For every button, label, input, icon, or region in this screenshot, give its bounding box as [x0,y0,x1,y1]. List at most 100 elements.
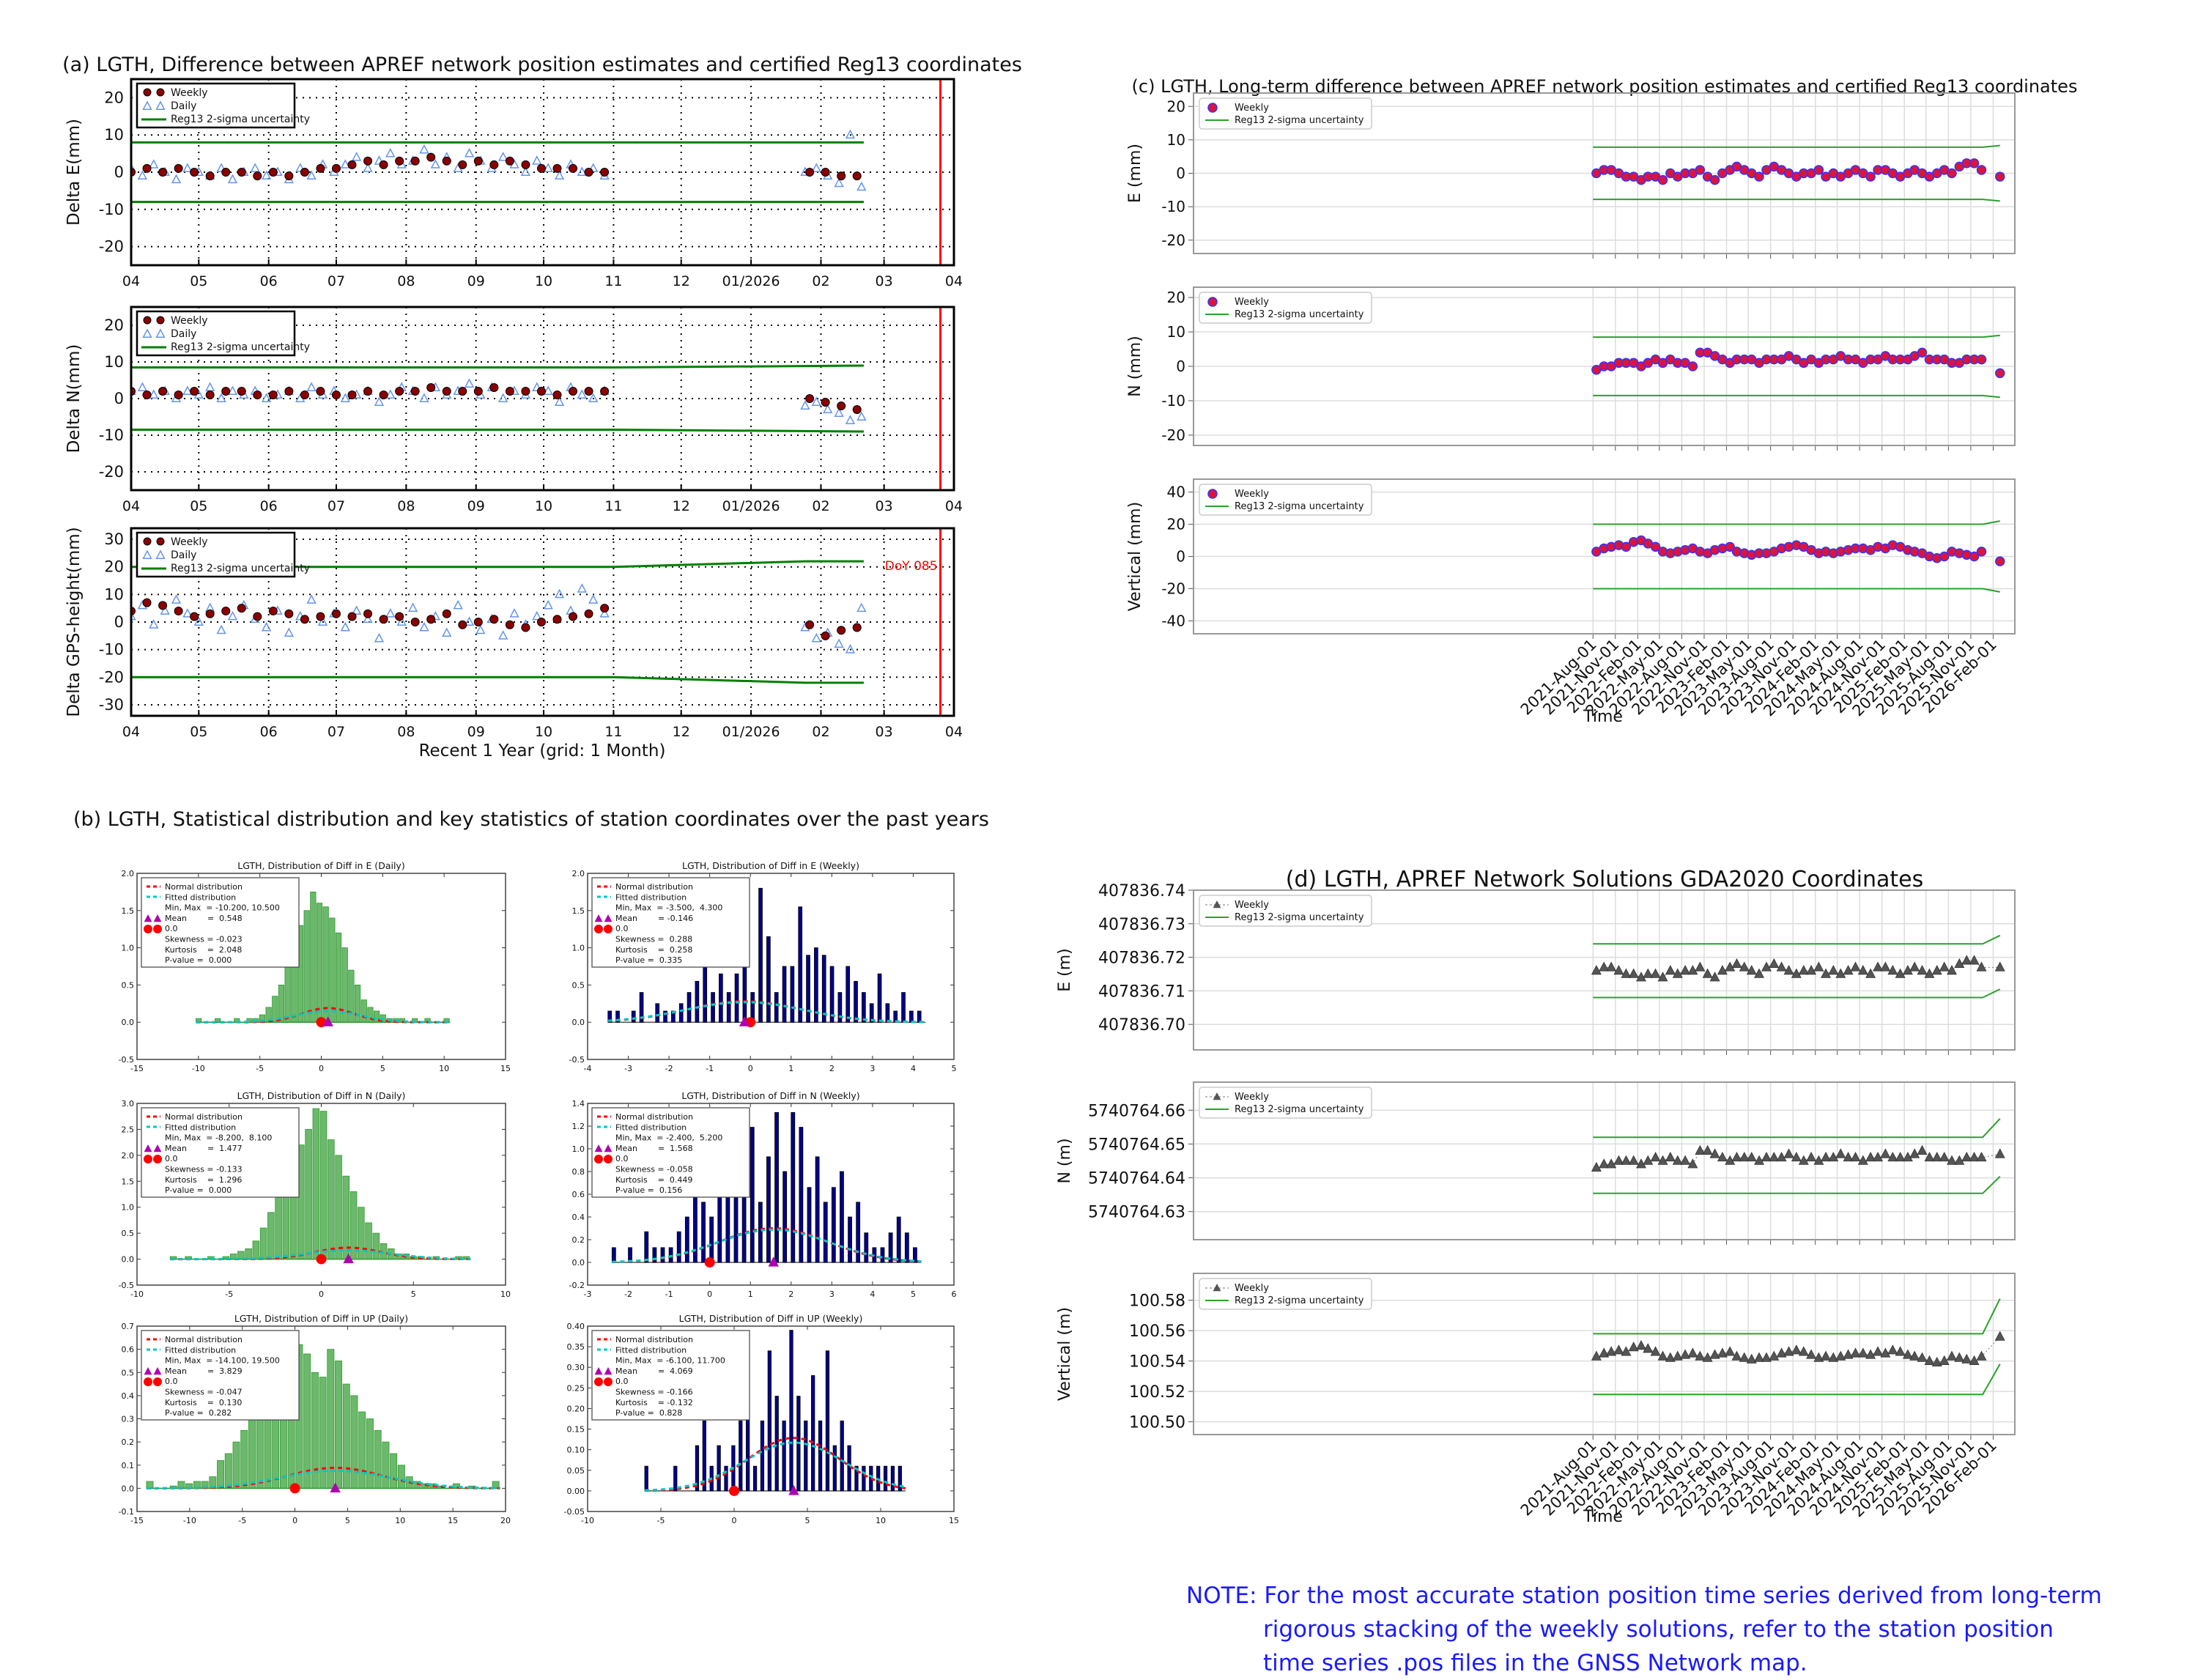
histogram-bar [862,1465,866,1492]
legend-label: Weekly [1235,297,1269,308]
panel-a-subplot-1: 04 05 06 07 08 09 10 11 12 01/2026 02 03 04 -20 -10 0 10… [64,306,963,514]
y-axis-label: Delta N(mm) [64,344,84,454]
legend-zero-icon [594,925,603,933]
weekly-point [489,615,499,624]
weekly-point [1621,1155,1632,1165]
y-tick-label: 2.5 [122,1125,135,1134]
weekly-point [174,391,183,399]
legend-zero-icon [153,1377,162,1386]
weekly-point [395,156,404,166]
axes-frame [136,1103,506,1286]
y-tick-label: -20 [99,238,124,256]
weekly-point [1931,1356,1942,1367]
histogram-bar [695,1445,700,1492]
weekly-point [569,163,578,173]
weekly-point [1754,1352,1764,1362]
legend-stat-line: Normal distribution [615,1112,693,1122]
weekly-point [395,387,404,396]
weekly-point [521,623,530,632]
histogram-bar [877,973,882,1023]
weekly-point [1857,1347,1868,1358]
daily-point [261,170,272,180]
histogram-title: LGTH, Distribution of Diff in E (Weekly) [682,860,859,871]
y-axis-label: Vertical (mm) [1126,502,1144,611]
y-tick-label: 20 [104,89,124,106]
daily-point [498,152,508,161]
legend-box [591,1107,750,1198]
histogram-bar [615,1010,620,1023]
weekly-point [158,387,168,396]
daily-point [374,632,385,643]
weekly-point [300,615,309,624]
x-tick-label: -10 [130,1289,144,1299]
x-tick-label: 4 [870,1289,875,1299]
legend-zero-icon [144,1377,152,1386]
weekly-point [1857,965,1868,975]
daily-point [261,621,272,632]
mean-marker [768,1257,779,1267]
weekly-point [473,618,483,626]
weekly-point [268,606,278,615]
y-tick-label: 10 [104,353,124,371]
y-tick-label: 100.58 [1129,1292,1185,1311]
weekly-point [1843,1152,1854,1162]
weekly-point [300,391,309,399]
uncertainty-lower-line [1593,588,2000,593]
histogram-bar [217,1460,225,1489]
histogram-bar [854,980,858,1023]
daily-point [205,382,215,391]
histogram-bar [341,947,348,1023]
weekly-point [489,160,499,169]
doy-label: DoY 085 [885,559,938,574]
weekly-point [174,606,183,615]
weekly-point [363,609,373,618]
histogram-bar [815,1156,820,1263]
weekly-point [1994,961,2005,972]
weekly-point [1621,541,1632,552]
histogram-bar [374,1010,380,1023]
y-tick-label: 0 [114,613,124,631]
panel-d-subplot-2: 100.50 100.52 100.54 100.56 100.58 Vertical (… [1056,1273,2016,1526]
x-tick-label: 09 [467,273,485,289]
weekly-point [253,612,262,621]
weekly-point [331,391,341,399]
histogram-bar [829,966,835,1023]
y-tick-label: -20 [1161,232,1185,249]
histogram-bar [611,1247,616,1263]
x-tick-label: 5 [911,1289,916,1299]
weekly-point [1947,168,1957,179]
daily-point [182,608,193,618]
legend-stat-line: 0.0 [615,1377,629,1386]
x-tick-label: -3 [624,1064,632,1073]
y-tick-label: 1.5 [572,906,585,916]
histogram-bar [684,1216,689,1263]
histogram-title: LGTH, Distribution of Diff in E (Daily) [237,860,404,871]
y-tick-label: 0.0 [122,1018,135,1027]
weekly-point [1873,961,1884,972]
weekly-point [1931,965,1942,975]
weekly-point [1895,1346,1906,1356]
daily-point [588,393,599,402]
histogram-bar [883,1465,888,1492]
x-tick-label: 10 [535,724,552,740]
legend-box [141,877,300,968]
histogram-bar [297,925,304,1023]
weekly-point [852,405,862,414]
weekly-point [363,387,373,396]
legend-stat-line: P-value = 0.282 [165,1408,232,1418]
daily-point [385,608,396,618]
y-tick-label: 0.2 [122,1437,135,1447]
daily-point [856,602,867,613]
histogram-bar [303,1353,311,1489]
daily-point [577,166,587,176]
histogram-bar [335,932,342,1023]
weekly-point [505,156,514,166]
weekly-point [1821,1152,1831,1162]
x-tick-label: 11 [604,498,622,514]
x-tick-label: -2 [624,1289,632,1299]
y-tick-label: 5740764.63 [1088,1204,1185,1222]
histogram-3: LGTH, Distribution of Diff in N (Weekly)… [569,1090,957,1299]
weekly-point [205,391,215,399]
